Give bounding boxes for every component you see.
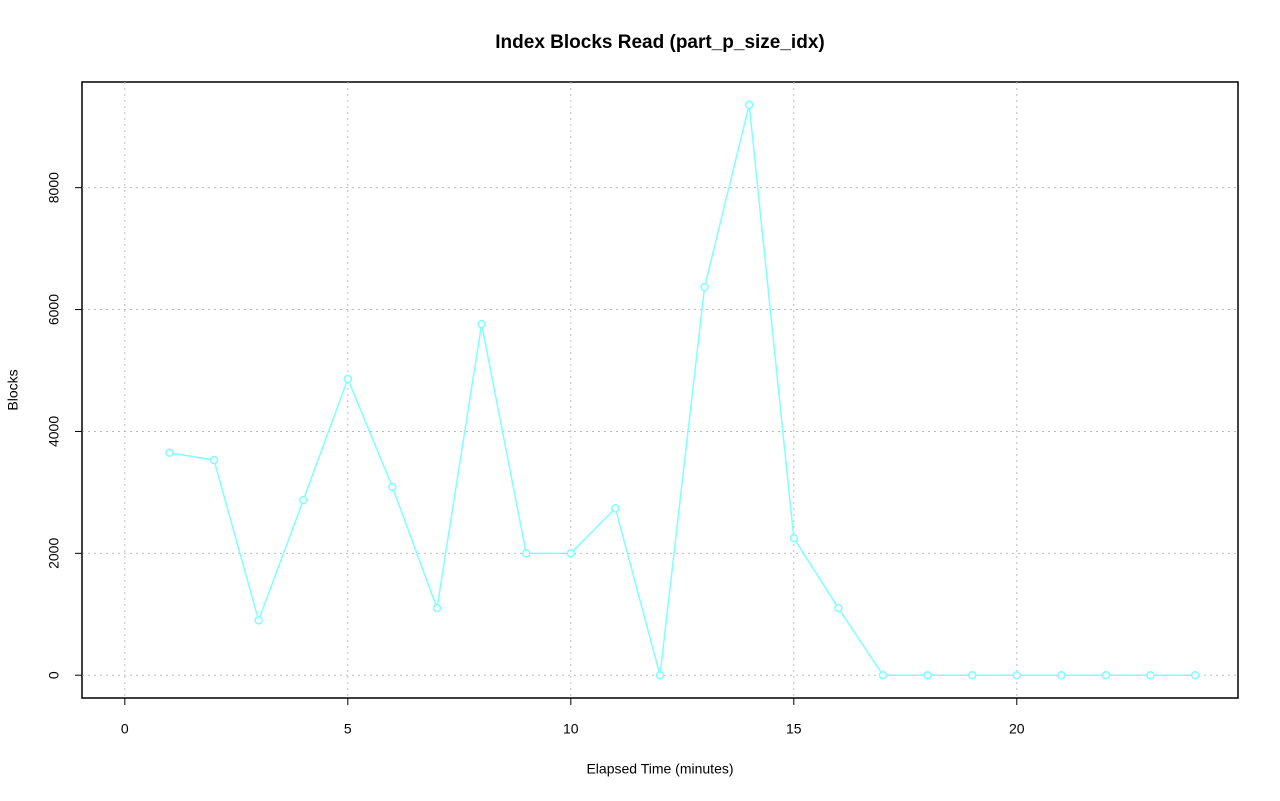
point (1146, 670, 1155, 680)
y-axis-label: Blocks (5, 369, 21, 410)
x-tick-label: 20 (1009, 721, 1025, 737)
point (343, 374, 353, 384)
y-tick-label: 6000 (46, 294, 62, 325)
chart-title: Index Blocks Read (part_p_size_idx) (495, 32, 824, 53)
y-tick-label: 0 (46, 671, 62, 679)
point (521, 549, 531, 558)
point (611, 503, 620, 513)
point (1190, 670, 1200, 680)
y-tick-label: 4000 (46, 416, 62, 447)
plot-frame (81, 81, 1239, 699)
point (254, 616, 263, 625)
y-tick-label: 2000 (46, 538, 62, 569)
point (165, 448, 174, 458)
line (169, 104, 1196, 676)
point (566, 549, 576, 558)
point (744, 100, 754, 110)
point (298, 496, 308, 505)
point (1012, 670, 1022, 680)
point (789, 533, 799, 543)
point (1101, 670, 1111, 680)
x-tick-label: 5 (344, 721, 352, 737)
point (209, 455, 219, 465)
point (655, 670, 665, 680)
point (388, 482, 397, 492)
point (834, 603, 843, 613)
x-tick-label: 0 (121, 721, 129, 737)
point (1057, 670, 1066, 680)
point (878, 670, 888, 680)
x-axis-label: Elapsed Time (minutes) (586, 761, 733, 777)
point (923, 670, 932, 680)
x-tick-label: 15 (786, 721, 802, 737)
point (700, 282, 709, 292)
point (432, 603, 442, 613)
x-tick-label: 10 (563, 721, 579, 737)
point (967, 670, 977, 680)
y-tick-label: 8000 (46, 172, 62, 203)
point (477, 319, 486, 329)
